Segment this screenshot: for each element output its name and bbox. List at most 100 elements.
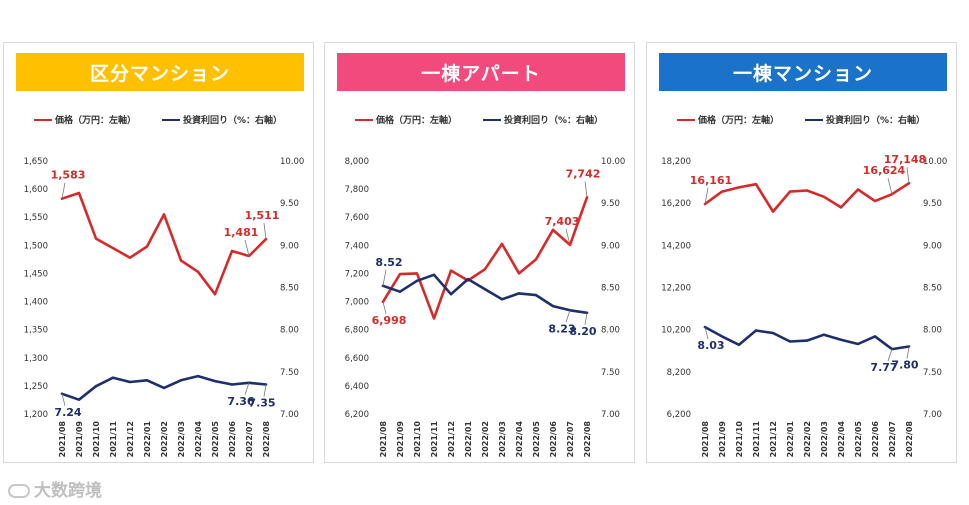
yield-data-point — [788, 340, 792, 343]
annotation-leader-line — [906, 167, 910, 184]
category-tick-label: 2022/08 — [905, 421, 914, 458]
price-data-label: 1,481 — [224, 226, 259, 239]
category-tick-label: 2022/01 — [143, 421, 152, 458]
category-tick-label: 2022/04 — [194, 421, 203, 458]
right-axis-tick-label: 9.50 — [280, 199, 299, 209]
legend: 価格（万円：左軸） 投資利回り（%：右軸） — [4, 113, 313, 127]
yield-data-label: 7.80 — [891, 359, 918, 372]
left-axis-tick-label: 6,400 — [345, 382, 369, 392]
category-tick-label: 2021/08 — [58, 421, 67, 458]
yield-data-point — [500, 298, 504, 301]
yield-data-point — [128, 380, 132, 384]
right-axis-tick-label: 7.50 — [601, 368, 620, 378]
price-data-point — [179, 259, 183, 262]
right-axis-tick-label: 7.00 — [601, 410, 620, 420]
right-axis-tick-label: 9.00 — [923, 241, 942, 251]
left-axis-tick-label: 12,200 — [661, 284, 691, 294]
legend-yield-swatch — [162, 119, 180, 121]
category-tick-label: 2021/12 — [447, 421, 456, 457]
category-tick-label: 2022/01 — [464, 421, 473, 458]
yield-data-point — [737, 343, 741, 347]
price-data-point — [856, 188, 860, 191]
chart-panel-ittou-apart: 一棟アパート 価格（万円：左軸） 投資利回り（%：右軸） 6,200 6,400 6… — [324, 42, 635, 463]
category-tick-label: 2022/06 — [871, 421, 880, 458]
left-axis-tick-label: 1,400 — [24, 298, 48, 308]
left-axis-tick-label: 6,200 — [345, 410, 369, 420]
price-data-point — [196, 270, 200, 273]
legend-yield-label: 投資利回り（%：右軸） — [504, 116, 604, 126]
yield-data-point — [398, 290, 402, 293]
price-data-point — [230, 249, 234, 253]
legend-yield-label: 投資利回り（%：右軸） — [183, 116, 283, 126]
right-axis-tick-label: 7.00 — [280, 410, 299, 420]
yield-data-label: 8.23 — [548, 322, 575, 335]
legend: 価格（万円：左軸） 投資利回り（%：右軸） — [325, 113, 634, 127]
price-data-point — [415, 272, 419, 275]
left-axis-tick-label: 16,200 — [661, 199, 691, 209]
price-data-point — [788, 190, 792, 193]
price-data-label: 1,583 — [51, 169, 86, 182]
yield-data-point — [213, 379, 217, 383]
left-axis-tick-label: 1,600 — [24, 185, 48, 195]
price-data-point — [517, 272, 521, 275]
left-axis-tick-label: 7,800 — [345, 185, 369, 195]
category-tick-label: 2022/06 — [228, 421, 237, 458]
category-tick-label: 2022/06 — [549, 421, 558, 458]
category-tick-label: 2022/05 — [532, 421, 541, 458]
watermark-text: 大数跨境 — [34, 481, 102, 501]
category-tick-label: 2021/10 — [413, 421, 422, 458]
chart-plot-1: 6,200 6,400 6,600 6,800 7,000 7,200 7,400 7,600… — [345, 157, 626, 458]
category-tick-label: 2021/12 — [126, 421, 135, 457]
price-data-point — [77, 191, 81, 195]
annotation-leader-line — [565, 228, 571, 246]
yield-data-point — [381, 284, 385, 288]
yield-data-point — [449, 293, 453, 296]
panel-title: 区分マンション — [16, 53, 304, 91]
price-data-point — [873, 199, 877, 203]
legend-price-label: 価格（万円：左軸） — [698, 116, 780, 126]
left-axis-tick-label: 18,200 — [661, 157, 691, 167]
price-series-line — [60, 191, 268, 296]
price-series-line — [703, 181, 911, 213]
category-tick-label: 2022/08 — [262, 421, 271, 458]
left-axis-tick-label: 8,200 — [667, 368, 691, 378]
yield-data-point — [873, 335, 877, 338]
annotation-leader-line — [887, 348, 893, 362]
annotation-leader-line — [906, 346, 910, 359]
annotation-leader-line — [382, 269, 387, 286]
price-data-point — [432, 317, 436, 320]
yield-data-label: 7.77 — [870, 361, 897, 374]
yield-data-point — [162, 386, 166, 390]
price-data-label: 1,511 — [245, 209, 280, 222]
legend: 価格（万円：左軸） 投資利回り（%：右軸） — [647, 113, 956, 127]
price-data-point — [534, 258, 538, 261]
legend-price-label: 価格（万円：左軸） — [55, 116, 137, 126]
right-axis-tick-label: 9.50 — [601, 199, 620, 209]
left-axis-tick-label: 7,600 — [345, 213, 369, 223]
price-data-point — [551, 228, 555, 232]
category-tick-label: 2022/07 — [245, 421, 254, 457]
right-axis-tick-label: 8.00 — [280, 326, 299, 336]
legend-price-swatch — [34, 119, 52, 121]
price-data-label: 6,998 — [372, 314, 407, 327]
annotation-leader-line — [263, 223, 267, 240]
yield-data-point — [483, 287, 487, 291]
yield-data-label: 7.24 — [54, 406, 81, 419]
panel-title: 一棟アパート — [337, 53, 625, 91]
right-axis-tick-label: 10.00 — [923, 157, 947, 167]
right-axis-tick-label: 9.00 — [601, 241, 620, 251]
chart-panel-kubun-mansion: 区分マンション 価格（万円：左軸） 投資利回り（%：右軸） 1,200 1,250… — [3, 42, 314, 463]
chart-panel-ittou-mansion: 一棟マンション 価格（万円：左軸） 投資利回り（%：右軸） 6,200 8,200… — [646, 42, 957, 463]
category-tick-label: 2022/02 — [481, 421, 490, 457]
price-data-point — [398, 272, 402, 276]
right-axis-tick-label: 8.50 — [923, 284, 942, 294]
category-tick-label: 2022/07 — [566, 421, 575, 457]
price-data-point — [483, 268, 487, 271]
price-data-label: 17,148 — [884, 153, 926, 166]
category-tick-label: 2022/02 — [803, 421, 812, 457]
price-data-point — [213, 293, 217, 296]
yield-data-label: 8.03 — [697, 339, 724, 352]
left-axis-tick-label: 1,300 — [24, 354, 48, 364]
price-data-point — [449, 269, 453, 272]
price-data-label: 16,624 — [863, 164, 906, 177]
